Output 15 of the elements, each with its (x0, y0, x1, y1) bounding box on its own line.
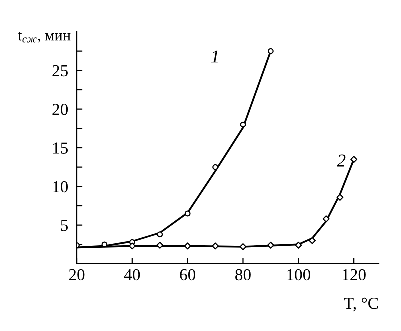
y-tick-label: 15 (53, 142, 68, 154)
y-axis-title: t$_{сж}$, мин (18, 32, 71, 43)
x-axis-title: T, °C (344, 298, 378, 312)
y-tick-label: 5 (61, 220, 68, 232)
annotation: 2 (337, 154, 346, 167)
x-tick-label: 80 (236, 269, 251, 281)
x-tick-label: 120 (343, 269, 366, 281)
y-tick-label: 20 (52, 104, 68, 116)
y-tick-label: 25 (52, 65, 68, 77)
annotation: 1 (212, 50, 218, 63)
x-tick-label: 60 (180, 269, 196, 281)
x-tick-label: 20 (69, 269, 85, 281)
x-tick-label: 40 (124, 269, 140, 281)
y-tick-label: 10 (53, 181, 68, 193)
x-tick-label: 100 (288, 269, 311, 281)
